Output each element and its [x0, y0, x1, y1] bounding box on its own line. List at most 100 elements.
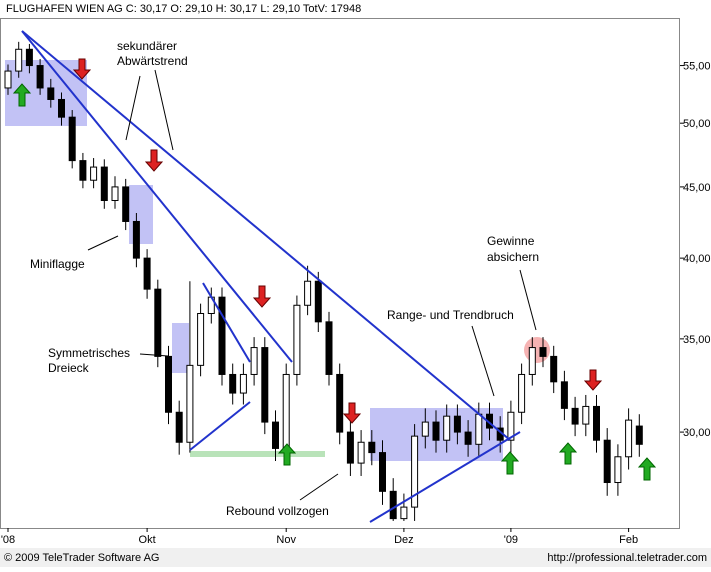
x-tick-label: '09 [504, 534, 518, 546]
candle-body [132, 220, 140, 259]
candle-body [36, 65, 44, 89]
footer-right: http://professional.teletrader.com [547, 552, 707, 564]
buy-arrow [12, 83, 32, 107]
candle-body [443, 415, 451, 441]
candle-body [293, 304, 301, 375]
candle-body [582, 405, 590, 425]
candle-body [539, 347, 547, 357]
zone [129, 185, 153, 244]
annotation: Rebound vollzogen [226, 504, 329, 518]
candle-body [475, 413, 483, 445]
candle-body [411, 435, 419, 508]
candle-body [379, 452, 386, 492]
candle-body [229, 373, 237, 394]
trend-line [369, 431, 521, 523]
candle-body [4, 70, 12, 89]
annotation: Gewinne [487, 234, 535, 248]
annotation: Symmetrisches [48, 346, 130, 360]
candle-body [175, 411, 183, 443]
signals [12, 58, 657, 481]
x-tick-label: Nov [276, 534, 296, 546]
candle-body [15, 48, 23, 72]
pointer [139, 353, 169, 357]
candle-body [528, 347, 536, 375]
candle-body [122, 186, 130, 222]
y-tick-label: 55,00 [683, 61, 711, 73]
candle-body [261, 347, 269, 423]
x-tick-label: Feb [619, 534, 638, 546]
pointer [519, 269, 537, 331]
candle-body [336, 373, 344, 433]
candle-body [197, 312, 205, 366]
candle-body [282, 373, 290, 449]
trend-line [202, 282, 251, 363]
candle-body [25, 48, 33, 67]
y-tick-label: 35,00 [683, 334, 711, 346]
candle-body [165, 355, 172, 413]
candle-body [47, 87, 55, 100]
sell-arrow [342, 402, 362, 424]
candle-body [389, 490, 397, 520]
annotation: Dreieck [48, 361, 90, 375]
candle-body [421, 421, 429, 437]
y-tick-label: 50,00 [683, 118, 711, 130]
candle-body [272, 421, 279, 449]
annotation: absichern [487, 250, 539, 264]
candle-body [357, 441, 365, 464]
candle-body [507, 411, 515, 441]
plot-frame [0, 18, 680, 529]
footer-left: © 2009 TeleTrader Software AG [4, 552, 159, 564]
trend-line [21, 30, 293, 363]
buy-arrow [637, 457, 657, 481]
y-tick-label: 30,00 [683, 427, 711, 439]
candle-body [464, 431, 472, 445]
candle-body [593, 405, 600, 441]
pointers [87, 69, 537, 501]
candle-body [325, 321, 333, 375]
x-tick-label: '08 [1, 534, 15, 546]
pointer [125, 69, 174, 151]
annotation: Range- und Trendbruch [387, 308, 514, 322]
candle-body [58, 98, 65, 118]
candle-body [625, 419, 633, 458]
candle-body [154, 288, 162, 357]
candle-body [111, 186, 119, 201]
sell-arrow [583, 369, 603, 391]
annotation: Abwärtstrend [117, 54, 188, 68]
y-tick-label: 40,00 [683, 253, 711, 265]
candle-body [143, 257, 151, 290]
x-tick-label: Okt [139, 534, 156, 546]
pointer [471, 325, 495, 397]
annotation: Miniflagge [30, 257, 85, 271]
buy-arrow [500, 451, 520, 475]
candle-body [518, 373, 526, 413]
candle-body [304, 280, 312, 306]
candle-body [560, 381, 568, 409]
trend-line [189, 401, 251, 451]
y-tick-label: 45,00 [683, 182, 711, 194]
footer-bar [0, 548, 711, 567]
zone [172, 323, 189, 373]
candle-body [368, 441, 376, 454]
candle-body [346, 431, 354, 464]
candle-body [250, 347, 258, 375]
candle-body [100, 166, 108, 201]
candle-body [635, 425, 643, 445]
candle-body [571, 407, 579, 425]
pointer [299, 473, 339, 501]
candle-body [603, 439, 611, 484]
candle-body [218, 296, 226, 375]
sell-arrow [252, 285, 272, 308]
candle-body [186, 364, 194, 443]
candle-body [432, 421, 440, 441]
sell-arrow [72, 58, 92, 80]
axes: 30,00 35,00 40,00 45,00 50,00 55,00 '08 Okt Nov D… [1, 61, 711, 546]
sell-arrow [144, 149, 164, 172]
candle-body [453, 415, 461, 433]
candle-body [314, 280, 322, 323]
candle-body [550, 355, 558, 383]
trend-lines [21, 30, 521, 523]
buy-arrow [558, 442, 578, 465]
